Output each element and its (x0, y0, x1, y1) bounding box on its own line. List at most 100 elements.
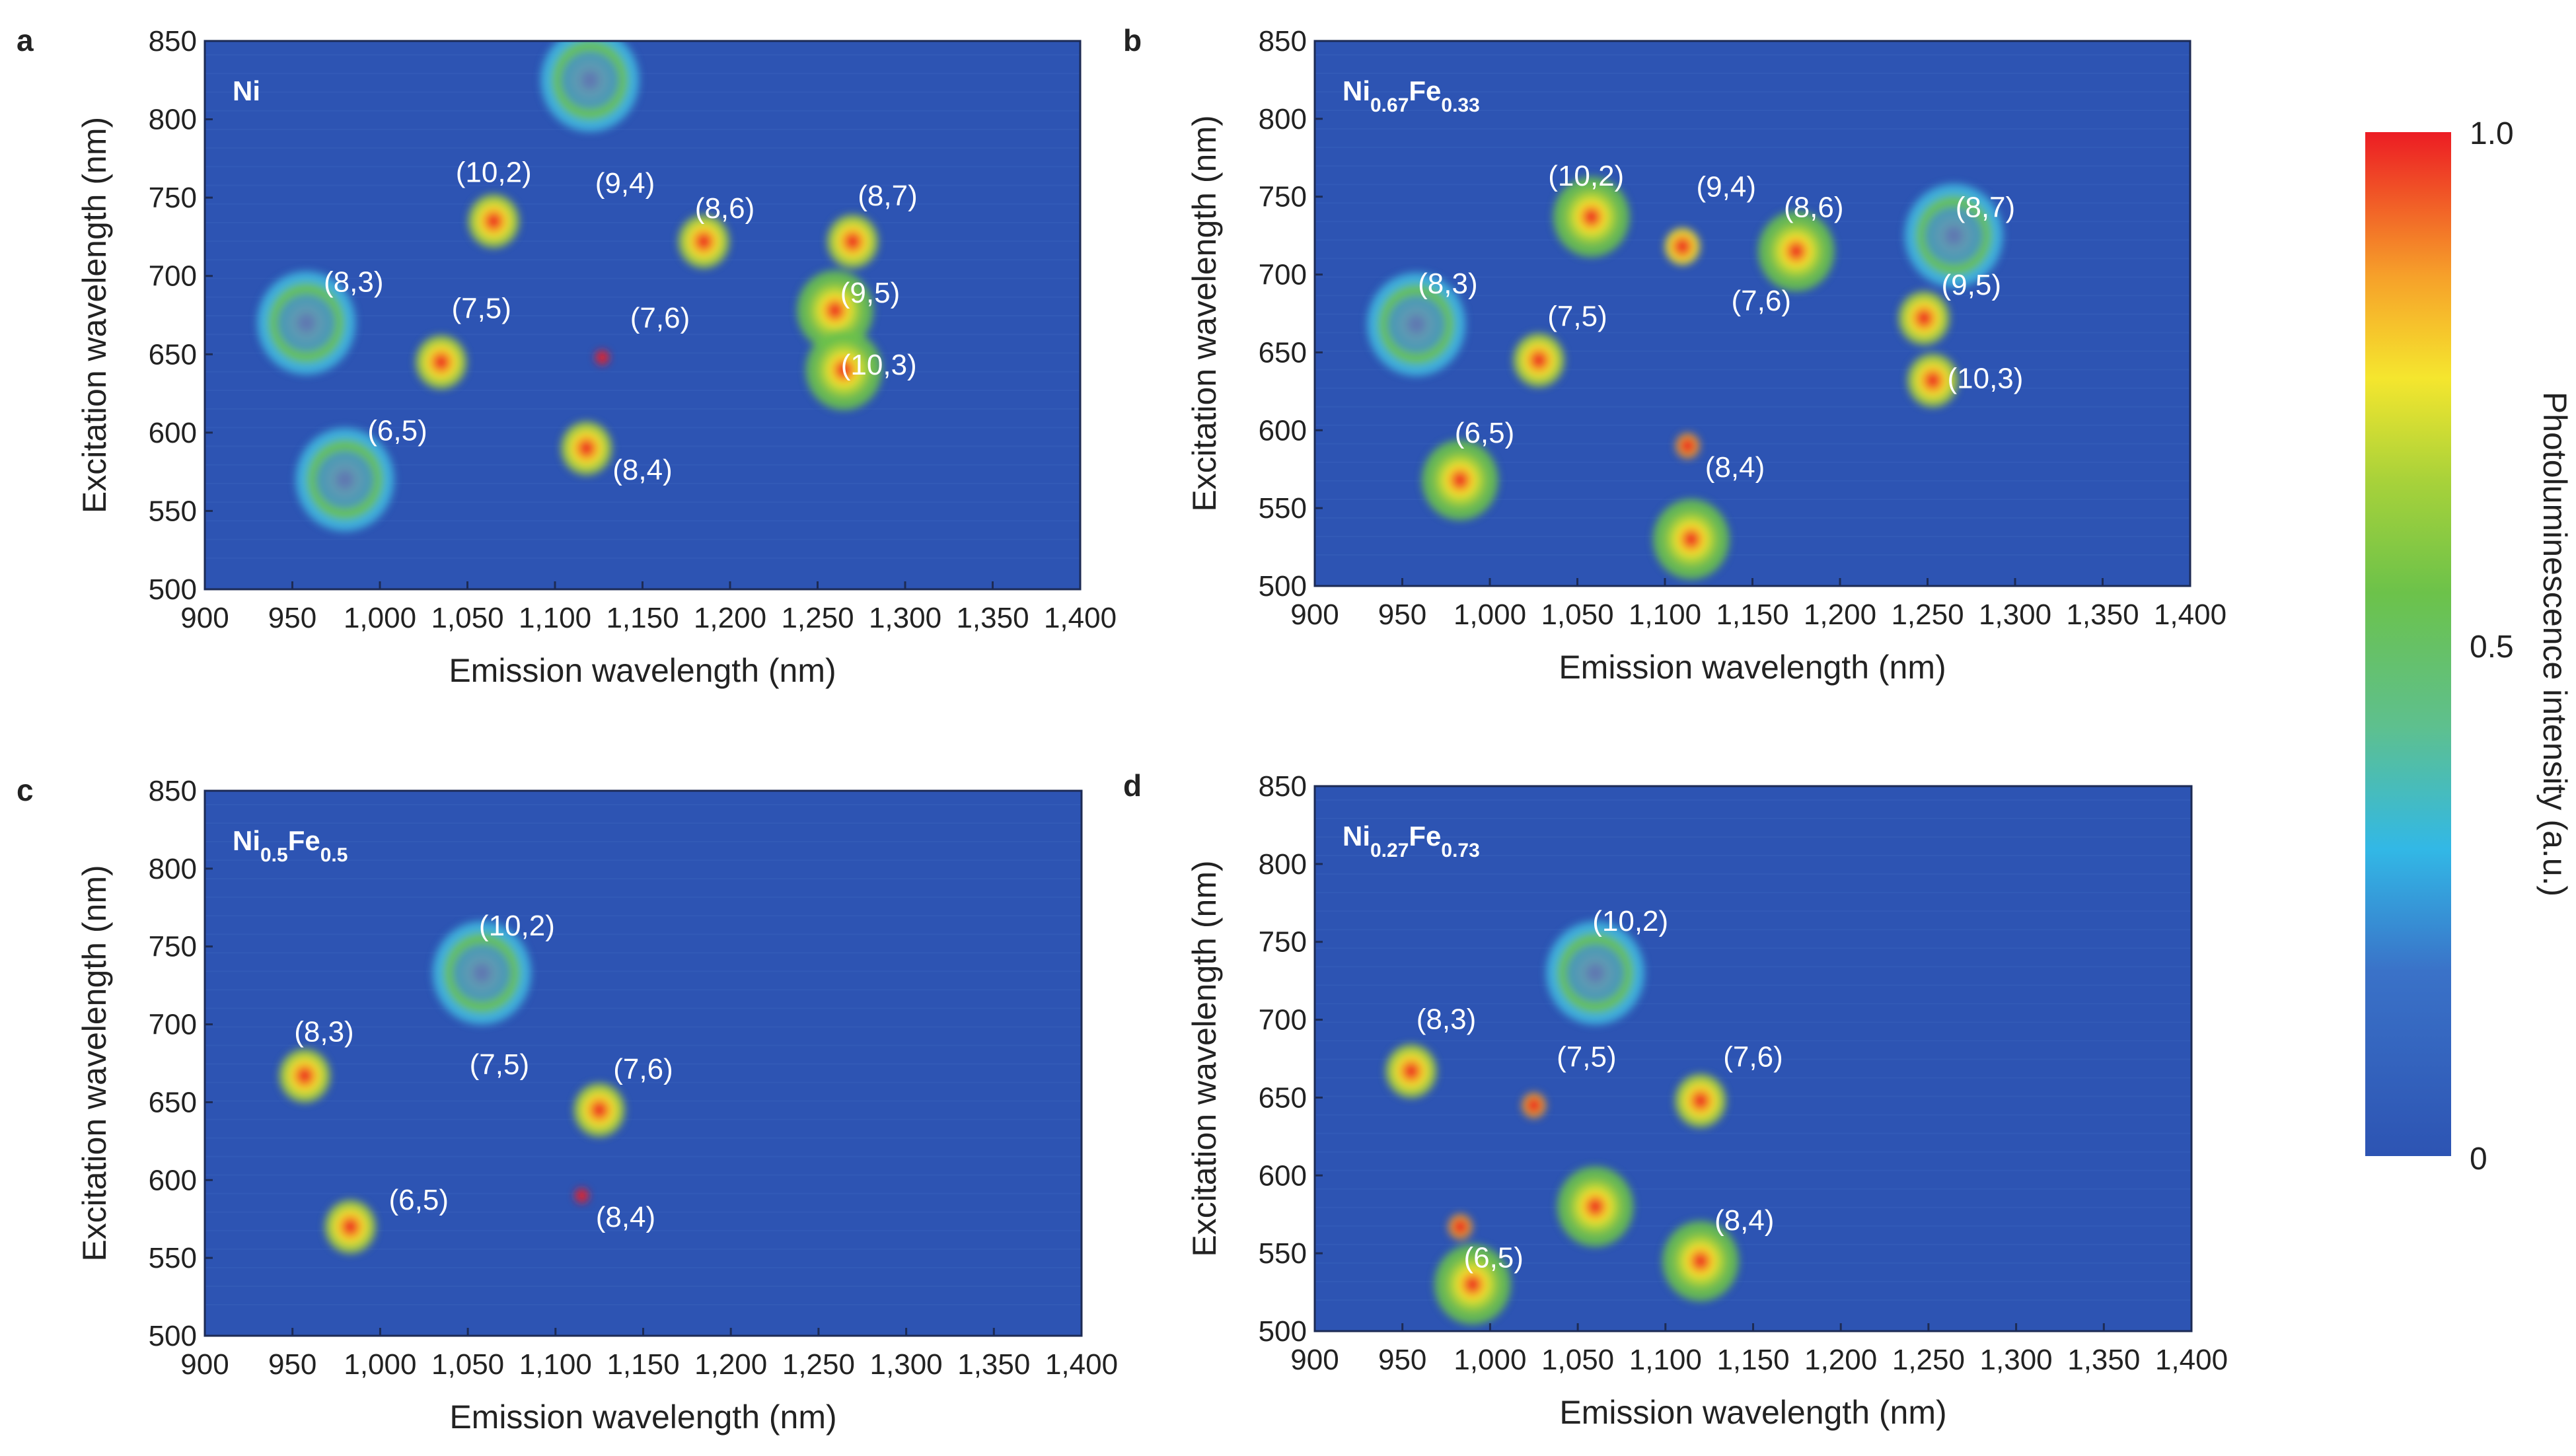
peak-label: (9,4) (1697, 171, 1756, 203)
noise-streak (205, 277, 1080, 279)
y-tick-label: 550 (149, 495, 197, 527)
peak-label: (8,3) (1417, 1003, 1476, 1036)
noise-streak (205, 878, 1082, 880)
panel-b: b (10,2) (9,4) (8,6) (8,7) (8,3) (7,5) (7,6) (9… (1123, 23, 2226, 686)
noise-streak (1315, 1003, 2191, 1005)
noise-streak (205, 54, 1080, 55)
noise-streak (1315, 1058, 2191, 1060)
peak-label: (8,7) (1956, 191, 2015, 223)
peak-layer (1917, 310, 1931, 326)
x-tick-label: 1,250 (781, 602, 854, 634)
noise-streak (205, 1044, 1082, 1046)
noise-streak (205, 352, 1080, 354)
x-tick-label: 1,300 (1979, 599, 2051, 631)
y-tick-label: 600 (1259, 414, 1307, 447)
y-tick-label: 700 (149, 1009, 197, 1041)
panel-letter: a (17, 23, 34, 57)
x-tick-label: 1,250 (782, 1348, 855, 1381)
noise-streak (1315, 147, 2190, 149)
y-axis-label: Excitation wavelength (nm) (76, 865, 113, 1261)
heatmap-area: (10,2) (9,4) (8,6) (8,7) (8,3) (7,5) (7,6) (9,5… (1315, 41, 2190, 586)
noise-streak (1315, 54, 2190, 55)
x-tick-label: 1,300 (870, 1348, 943, 1381)
noise-streak (1315, 387, 2190, 389)
noise-streak (1315, 332, 2190, 334)
x-tick-label: 1,200 (694, 602, 766, 634)
noise-streak (205, 259, 1080, 261)
panel-c: c (10,2)(8,3)(7,5) (7,6)(6,5)(8,4)Ni0.5Fe… (17, 773, 1118, 1436)
noise-streak (1315, 947, 2191, 949)
peak-layer (486, 213, 501, 229)
noise-streak (1315, 480, 2190, 482)
noise-streak (1315, 202, 2190, 204)
y-tick-label: 650 (1259, 1081, 1307, 1114)
noise-streak (1315, 1188, 2191, 1190)
x-tick-label: 1,350 (2067, 1344, 2140, 1376)
noise-streak (205, 184, 1080, 186)
noise-streak (205, 315, 1080, 316)
noise-streak (1315, 110, 2190, 112)
peak-layer (1925, 207, 1983, 264)
noise-streak (1315, 892, 2191, 894)
noise-streak (205, 427, 1080, 429)
noise-streak (205, 841, 1082, 843)
peak-label: (8,4) (596, 1201, 655, 1233)
peak-label: (6,5) (367, 415, 427, 447)
noise-streak (1315, 313, 2190, 315)
noise-streak (205, 1248, 1082, 1250)
x-tick-label: 1,200 (1804, 599, 1876, 631)
x-tick-label: 1,150 (607, 1348, 679, 1381)
peak-layer (696, 234, 711, 249)
axes: 900 950 1,000 1,050 1,100 1,150 1,200 1,250 1,30… (76, 25, 1117, 689)
peak-label: (8,6) (1784, 191, 1843, 223)
y-tick-label: 700 (1259, 1004, 1307, 1037)
y-tick-label: 850 (149, 25, 197, 57)
peak-label: (7,6) (630, 302, 690, 334)
colorbar-tick-min: 0 (2470, 1142, 2487, 1177)
peak-layer (1387, 295, 1445, 353)
peak-label: (7,5) (1547, 300, 1607, 332)
noise-streak (205, 1118, 1082, 1120)
x-tick-label: 900 (1290, 599, 1339, 631)
peak-layer (828, 303, 842, 318)
peak-layer (1566, 944, 1624, 1002)
x-tick-label: 1,250 (1892, 1344, 1965, 1376)
noise-streak (1315, 873, 2191, 875)
noise-streak (1315, 1021, 2191, 1023)
noise-streak (205, 970, 1082, 972)
noise-streak (1315, 1225, 2191, 1227)
noise-streak (205, 1285, 1082, 1287)
x-tick-label: 1,400 (2155, 1344, 2228, 1376)
peak-label: (9,5) (1942, 269, 2001, 301)
noise-streak (1315, 1114, 2191, 1116)
y-tick-label: 800 (149, 853, 197, 885)
peak-layer (561, 52, 619, 109)
x-tick-label: 1,000 (1454, 599, 1526, 631)
noise-streak (1315, 836, 2191, 838)
heatmap-area: (10,2) (9,4) (8,6) (8,7) (8,3) (7,5) (7,6) (9,5… (205, 41, 1080, 589)
noise-streak (1315, 406, 2190, 408)
x-tick-label: 1,250 (1891, 599, 1964, 631)
peak-layer (1680, 438, 1695, 453)
peak-label: (9,4) (595, 167, 655, 200)
x-tick-label: 1,100 (519, 1348, 592, 1381)
peak-label: (10,2) (456, 156, 532, 188)
noise-streak (205, 240, 1080, 242)
noise-streak (205, 822, 1082, 824)
axes: 900 950 1,000 1,050 1,100 1,150 1,200 1,250 1,30… (1186, 25, 2226, 686)
panel-title-part: Ni (1343, 75, 1370, 106)
peak-label: (8,3) (1418, 268, 1477, 300)
x-tick-label: 1,150 (1716, 599, 1788, 631)
y-tick-label: 800 (1259, 848, 1307, 881)
noise-streak (1315, 910, 2191, 912)
y-tick-label: 550 (1259, 1237, 1307, 1270)
noise-streak (1315, 73, 2190, 75)
peak-label: (7,6) (1732, 285, 1791, 317)
y-tick-label: 600 (1259, 1159, 1307, 1192)
peaks (1385, 921, 1739, 1325)
heatmap-background (1315, 786, 2191, 1331)
x-axis-label: Emission wavelength (nm) (1559, 649, 1946, 686)
x-axis-label: Emission wavelength (nm) (449, 1399, 836, 1436)
x-tick-label: 1,000 (344, 602, 416, 634)
